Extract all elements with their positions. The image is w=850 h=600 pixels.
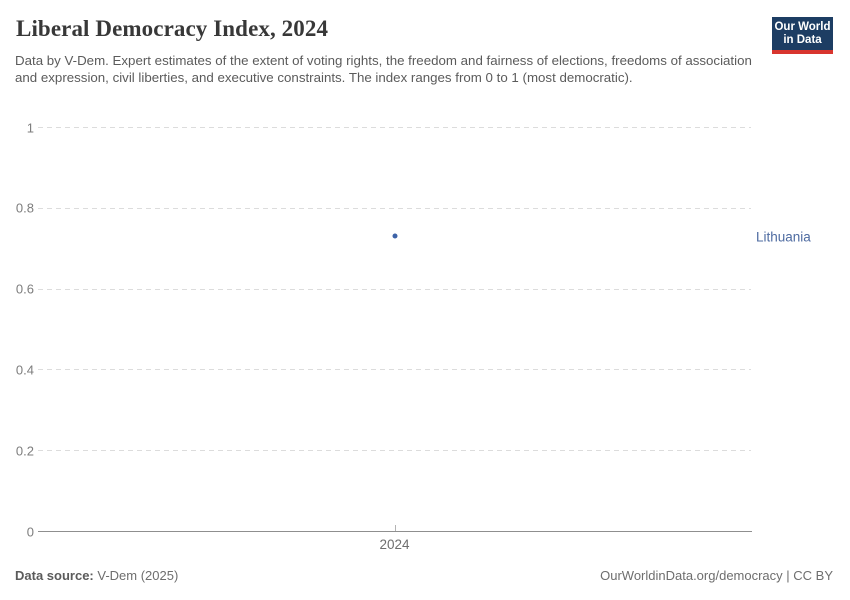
owid-logo[interactable]: Our World in Data bbox=[772, 17, 833, 54]
gridline-y-0.4 bbox=[38, 369, 751, 371]
data-point-lithuania[interactable] bbox=[392, 233, 397, 239]
owid-logo-line1: Our World bbox=[774, 21, 831, 33]
x-axis-tick-label: 2024 bbox=[379, 537, 410, 552]
owid-logo-stripe bbox=[772, 50, 833, 54]
gridline-y-0.6 bbox=[38, 288, 751, 290]
gridline-y-0.2 bbox=[38, 450, 751, 452]
y-tick-label-0.8: 0.8 bbox=[15, 200, 34, 216]
y-tick-label-0.4: 0.4 bbox=[15, 362, 34, 378]
y-tick-label-0.6: 0.6 bbox=[15, 281, 34, 297]
x-axis-tick bbox=[394, 525, 396, 531]
chart-subtitle: Data by V-Dem. Expert estimates of the e… bbox=[15, 53, 752, 85]
data-source-value: V-Dem (2025) bbox=[97, 568, 179, 583]
y-tick-label-1: 1 bbox=[26, 120, 34, 135]
x-axis-line bbox=[38, 531, 752, 532]
footer: Data source: V-Dem (2025) OurWorldinData… bbox=[15, 568, 833, 583]
y-tick-label-0.2: 0.2 bbox=[15, 443, 34, 459]
attribution-link[interactable]: OurWorldinData.org/democracy | CC BY bbox=[600, 568, 833, 583]
y-tick-label-0: 0 bbox=[26, 524, 34, 539]
owid-logo-text: Our World in Data bbox=[772, 17, 833, 50]
entity-label-lithuania[interactable]: Lithuania bbox=[756, 229, 811, 245]
chart-title: Liberal Democracy Index, 2024 bbox=[16, 16, 329, 41]
owid-logo-line2: in Data bbox=[783, 34, 822, 46]
gridline-y-0.8 bbox=[38, 207, 751, 209]
data-source-note: Data source: V-Dem (2025) bbox=[15, 568, 178, 583]
gridline-y-1 bbox=[38, 127, 751, 128]
data-source-label: Data source: bbox=[15, 568, 94, 583]
